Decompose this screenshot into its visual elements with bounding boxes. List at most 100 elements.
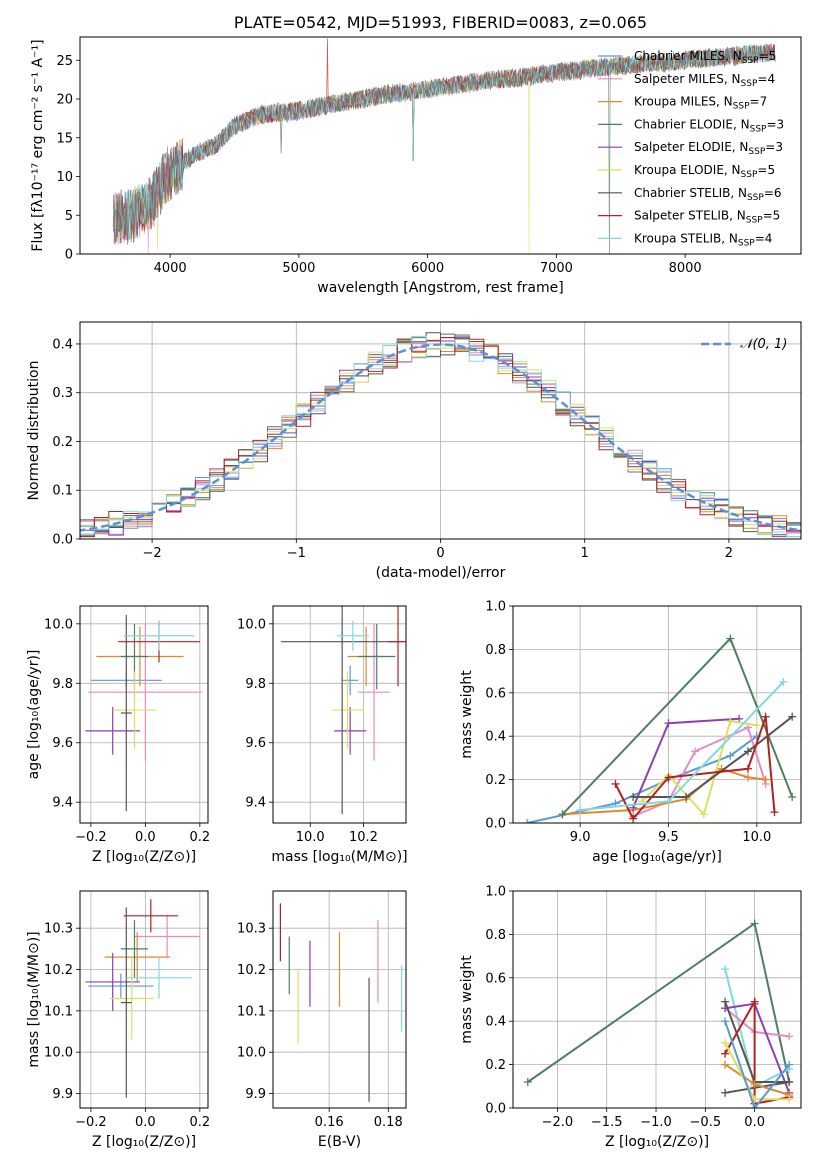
chart-title: PLATE=0542, MJD=51993, FIBERID=0083, z=0… (234, 13, 647, 32)
weight-marker (750, 1080, 759, 1089)
legend-label-sub: SSP (748, 147, 765, 157)
legend-label-sub: SSP (742, 56, 759, 66)
legend-label: Chabrier ELODIE, NSSP=3 (634, 117, 784, 134)
y-tick-label: 10.1 (44, 1004, 73, 1019)
weight-line (724, 1001, 790, 1094)
y-tick-label: 10.3 (237, 922, 266, 937)
x-tick-label: 4000 (154, 261, 187, 276)
weight-marker (721, 1088, 730, 1097)
y-axis-label: Normed distribution (26, 361, 42, 501)
histogram-salpeter-stelib (80, 337, 801, 538)
y-tick-label: 10.3 (44, 922, 73, 937)
x-tick-label: 10.2 (349, 830, 378, 845)
x-tick-label: −2.0 (542, 1115, 574, 1130)
legend-label-name: Chabrier MILES, N (634, 49, 742, 63)
y-tick-label: 9.6 (245, 736, 266, 751)
axes-frame (272, 605, 407, 824)
weight-marker (750, 1104, 759, 1108)
x-tick-label: 0.0 (744, 1115, 765, 1130)
weight-line (724, 1020, 790, 1108)
y-axis-label: age [log₁₀(age/yr)] (26, 650, 42, 780)
errorbar-point (123, 899, 179, 933)
x-axis-label: E(B-V) (318, 1134, 361, 1150)
weight-marker (664, 719, 673, 728)
x-tick-label: 0.16 (315, 1115, 344, 1130)
x-tick-label: 10.0 (296, 830, 325, 845)
chart-layer: 4000 5000 6000 7000 80000510152025wavelength… (26, 13, 802, 1150)
legend-label-name: Chabrier ELODIE, N (634, 117, 750, 131)
legend-label: Chabrier MILES, NSSP=5 (634, 49, 776, 66)
weight-line (633, 715, 793, 798)
errorbar-point (120, 919, 149, 978)
errorbar-point (358, 623, 391, 761)
legend-label-suffix: =5 (759, 49, 777, 63)
y-tick-label: 10 (56, 170, 73, 185)
legend-label-name: Salpeter ELODIE, N (634, 140, 748, 154)
panel-age_vs_mass: 10.0 10.2 9.4 9.6 9.8 10.0 mass [log₁₀(M/M⊙)] (237, 605, 408, 865)
y-tick-label: 0.2 (485, 1058, 506, 1073)
errorbar-point (342, 665, 359, 696)
errorbar-point (331, 671, 364, 749)
weight-marker (788, 712, 797, 721)
legend-label-sub: SSP (746, 216, 763, 226)
x-axis-label: (data-model)/error (376, 565, 506, 581)
x-axis-label: wavelength [Angstrom, rest frame] (317, 280, 563, 296)
errorbar-point (85, 707, 140, 755)
plot-area-weights_vs_Z (523, 919, 794, 1108)
y-tick-label: 0.8 (485, 928, 506, 943)
y-tick-label: 0.3 (52, 386, 73, 401)
legend-label-sub: SSP (750, 124, 767, 134)
weight-marker (770, 808, 779, 817)
x-tick-label: 0.2 (189, 830, 210, 845)
legend-label: Kroupa MILES, NSSP=7 (634, 95, 767, 112)
errorbar-point (120, 907, 132, 1098)
x-tick-label: −1.0 (640, 1115, 672, 1130)
x-tick-label: 9.0 (570, 830, 591, 845)
legend-label-sub: SSP (738, 238, 755, 248)
x-tick-label: 6000 (411, 261, 444, 276)
x-axis-label: mass [log₁₀(M/M⊙)] (271, 849, 407, 865)
legend-label-sub: SSP (741, 170, 758, 180)
x-tick-label: 5000 (282, 261, 315, 276)
y-tick-label: 9.8 (245, 677, 266, 692)
gaussian-curve (80, 343, 801, 532)
weight-marker (743, 747, 752, 756)
legend-label-name: Kroupa ELODIE, N (634, 163, 741, 177)
errorbar-point (334, 707, 367, 755)
legend-label: Salpeter MILES, NSSP=4 (634, 72, 775, 89)
errorbar-point (85, 953, 140, 1011)
errorbar-point (336, 620, 369, 651)
y-tick-label: 0.4 (485, 1015, 506, 1030)
weight-marker (761, 712, 770, 721)
errorbar-point (88, 973, 154, 999)
errorbar-point (120, 614, 132, 812)
weight-marker (721, 1060, 730, 1069)
weight-marker (788, 792, 797, 801)
legend-label-name: Chabrier STELIB, N (634, 186, 747, 200)
panel-spectrum: 4000 5000 6000 7000 8000 0 5 10 15 20 25 wavelength… (30, 13, 802, 296)
legend-label-suffix: =7 (750, 95, 768, 109)
y-tick-label: 15 (56, 131, 73, 146)
x-tick-label: 9.5 (658, 830, 679, 845)
y-tick-label: 10.2 (237, 963, 266, 978)
errorbar-point (126, 957, 192, 999)
weight-marker (743, 764, 752, 773)
x-tick-label: 0.0 (135, 830, 156, 845)
legend-label-name: Kroupa STELIB, N (634, 231, 738, 245)
x-axis-label: Z [log₁₀(Z/Z⊙)] (605, 1134, 709, 1150)
x-axis-label: Z [log₁₀(Z/Z⊙)] (92, 1134, 196, 1150)
weight-marker (523, 819, 532, 823)
plot-area-spectrum (113, 38, 776, 254)
plot-area-mass_vs_EBV (279, 903, 403, 1102)
legend-label-suffix: =3 (765, 140, 783, 154)
x-tick-label: 8000 (669, 261, 702, 276)
legend-label-suffix: =3 (766, 117, 784, 131)
weight-marker (721, 1049, 730, 1058)
legend-label-suffix: =5 (763, 209, 781, 223)
weight-marker (611, 779, 620, 788)
errorbar-point (88, 623, 203, 761)
y-tick-label: 9.8 (52, 677, 73, 692)
weight-marker (726, 717, 735, 726)
